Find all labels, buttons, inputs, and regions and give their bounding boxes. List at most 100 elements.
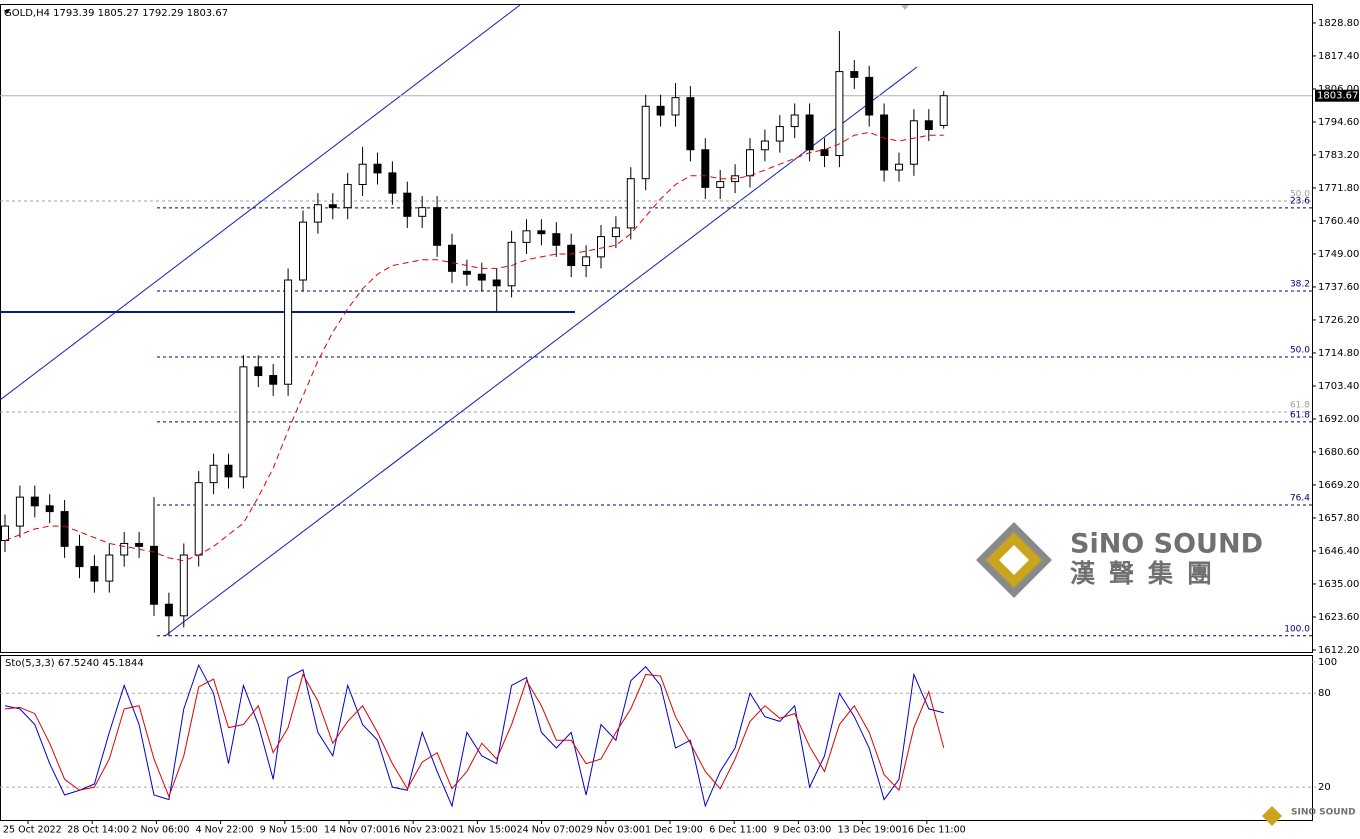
- moving-average: [4, 131, 944, 562]
- y-tick-label: 1726.20: [1318, 315, 1359, 326]
- y-tick-label: 1657.80: [1318, 513, 1359, 524]
- candle-body: [492, 279, 501, 287]
- candle-body: [313, 204, 322, 223]
- candle-body: [909, 120, 918, 165]
- candle-body: [388, 172, 397, 194]
- channel-lower: [164, 66, 918, 637]
- x-tick-label: 2 Nov 06:00: [131, 825, 189, 836]
- stochastic-tick-label: 20: [1318, 782, 1331, 793]
- candle-body: [760, 140, 769, 151]
- candle-body: [269, 375, 278, 385]
- stochastic-pane: [0, 655, 1313, 821]
- y-tick-label: 1828.80: [1318, 18, 1359, 29]
- candle-body: [775, 126, 784, 142]
- y-tick-label: 1749.00: [1318, 249, 1359, 260]
- x-tick-label: 25 Oct 2022: [3, 825, 62, 836]
- x-tick-label: 4 Nov 22:00: [196, 825, 254, 836]
- y-tick-label: 1669.20: [1318, 480, 1359, 491]
- candle-body: [343, 183, 352, 209]
- candle-body: [522, 230, 531, 243]
- candle-body: [194, 482, 203, 556]
- candle-body: [865, 76, 874, 116]
- candle-body: [150, 545, 158, 605]
- candle-body: [45, 505, 54, 513]
- small-logo-mark: [1262, 806, 1282, 826]
- header-arrow: [4, 10, 10, 14]
- candle-body: [790, 114, 799, 128]
- level-label: 61.8: [1290, 410, 1310, 420]
- level-label: 76.4: [1290, 493, 1310, 503]
- logo-chinese: 漢聲集團: [1070, 559, 1226, 588]
- current-price-box: [1315, 89, 1359, 102]
- stochastic-tick-label: 100: [1318, 657, 1337, 668]
- candle-body: [224, 464, 233, 478]
- y-tick-label: 1692.00: [1318, 414, 1359, 425]
- candle-body: [671, 97, 680, 116]
- y-tick-label: 1806.00: [1318, 84, 1359, 95]
- candle-body: [746, 149, 754, 177]
- marker: [901, 5, 909, 10]
- candle-body: [567, 244, 576, 267]
- candle-body: [686, 97, 695, 151]
- x-tick-label: 16 Nov 23:00: [388, 825, 452, 836]
- level-label: 38.2: [1290, 280, 1310, 290]
- x-tick-label: 29 Nov 03:00: [581, 825, 645, 836]
- candle-body: [626, 178, 635, 229]
- level-label: 50.0: [1290, 189, 1310, 199]
- candle-body: [373, 163, 382, 174]
- current-price-label: 1803.67: [1317, 91, 1358, 102]
- candle-body: [105, 554, 114, 582]
- candle-body: [597, 236, 605, 258]
- y-tick-label: 1612.20: [1318, 645, 1359, 656]
- candle-body: [462, 270, 471, 275]
- candle-body: [656, 105, 665, 116]
- candle-body: [90, 566, 99, 582]
- x-tick-label: 14 Nov 07:00: [324, 825, 388, 836]
- candle-body: [179, 554, 188, 617]
- level-label: 23.6: [1290, 196, 1310, 206]
- stochastic-label: Sto(5,3,3) 67.5240 45.1844: [5, 658, 144, 669]
- y-tick-label: 1714.80: [1318, 348, 1359, 359]
- candle-body: [850, 71, 859, 78]
- candle-body: [60, 511, 69, 547]
- y-tick-label: 1635.00: [1318, 579, 1359, 590]
- candle-body: [880, 114, 889, 171]
- level-label: 61.8: [1290, 401, 1310, 411]
- candle-body: [403, 192, 412, 217]
- x-tick-label: 6 Dec 11:00: [709, 825, 767, 836]
- candle-body: [1, 525, 9, 542]
- candle-body: [164, 603, 173, 617]
- level-label: 100.0: [1284, 624, 1310, 634]
- candle-body: [418, 207, 427, 217]
- candle-body: [582, 256, 591, 267]
- candle-body: [641, 105, 650, 180]
- candle-body: [805, 114, 814, 151]
- y-tick-label: 1737.60: [1318, 282, 1359, 293]
- candle-body: [120, 542, 129, 556]
- x-tick-label: 24 Nov 07:00: [517, 825, 581, 836]
- x-tick-label: 1 Dec 19:00: [645, 825, 703, 836]
- y-tick-label: 1817.40: [1318, 51, 1359, 62]
- candle-body: [924, 120, 933, 130]
- level-label: 50.0: [1290, 346, 1310, 356]
- small-logo: SINO SOUND: [1291, 808, 1356, 818]
- candle-body: [448, 244, 456, 272]
- candle-body: [433, 207, 442, 246]
- x-tick-label: 13 Dec 19:00: [838, 825, 902, 836]
- y-tick-label: 1680.60: [1318, 447, 1359, 458]
- candle-body: [358, 163, 367, 185]
- candle-body: [835, 71, 844, 157]
- y-tick-label: 1623.60: [1318, 612, 1359, 623]
- y-tick-label: 1760.40: [1318, 216, 1359, 227]
- candle-body: [299, 221, 307, 281]
- candle-body: [284, 279, 293, 385]
- chart-header: GOLD,H4 1793.39 1805.27 1792.29 1803.67: [4, 8, 228, 19]
- candle-body: [820, 149, 829, 157]
- candle-body: [477, 273, 486, 281]
- x-tick-label: 21 Nov 15:00: [452, 825, 516, 836]
- logo-name: SiNO SOUND: [1070, 529, 1263, 560]
- x-tick-label: 9 Dec 03:00: [773, 825, 831, 836]
- candle-body: [15, 496, 24, 527]
